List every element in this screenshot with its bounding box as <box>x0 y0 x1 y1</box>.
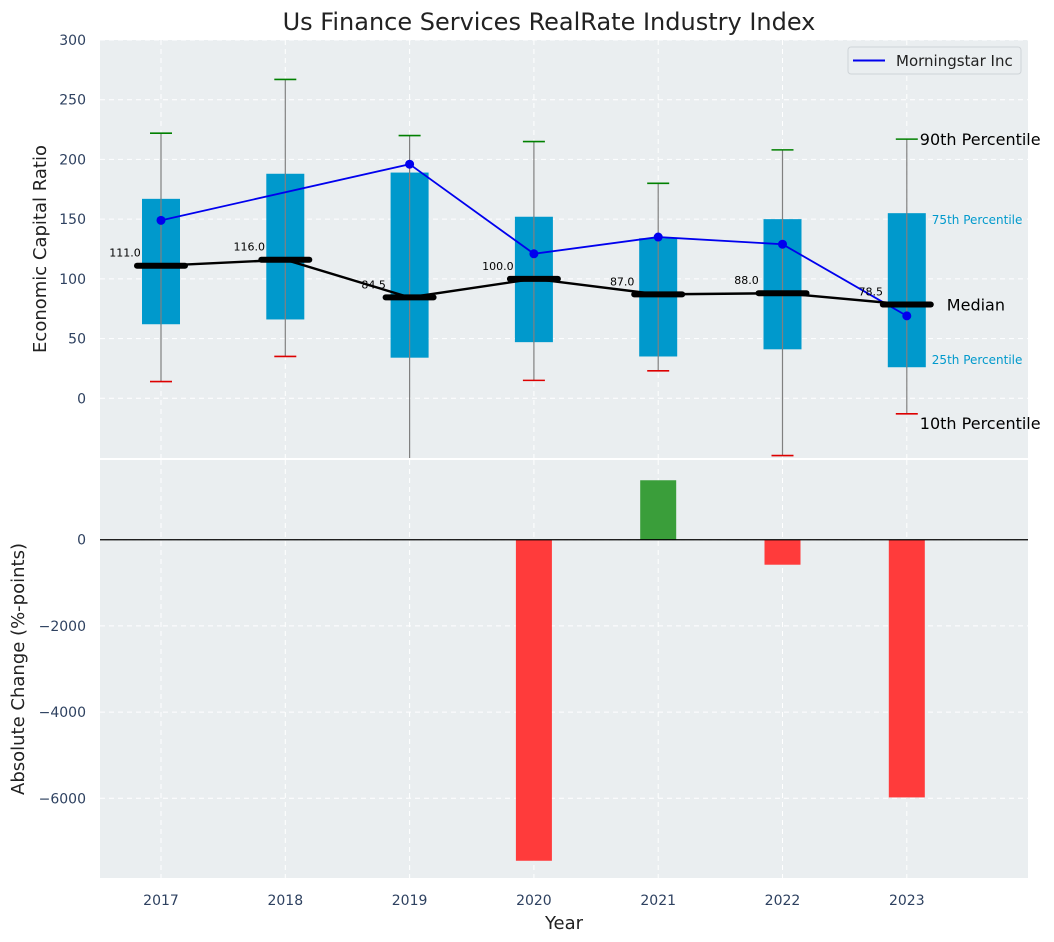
bottom-panel-background <box>100 460 1028 878</box>
y-tick-label: 0 <box>77 533 86 549</box>
change-bar <box>764 539 801 565</box>
y-tick-label: 100 <box>59 272 86 288</box>
morningstar-point <box>653 232 663 242</box>
y-tick-label: 0 <box>77 391 86 407</box>
bottom-y-ticks: −6000 −4000 −2000 0 <box>39 533 86 808</box>
top-y-axis-label: Economic Capital Ratio <box>30 145 51 353</box>
change-bar <box>888 539 925 798</box>
y-tick-label: 50 <box>68 332 86 348</box>
morningstar-point <box>778 239 787 249</box>
morningstar-series <box>156 159 912 321</box>
morningstar-point <box>529 249 539 259</box>
median-data-label: 84.5 <box>361 278 386 291</box>
annotation-p25: 25th Percentile <box>932 353 1023 367</box>
annotation-p75: 75th Percentile <box>932 213 1023 227</box>
annotation-p10: 10th Percentile <box>920 414 1041 433</box>
morningstar-point <box>902 311 912 321</box>
legend-box <box>847 46 1022 75</box>
morningstar-point <box>405 159 415 169</box>
y-tick-label: −2000 <box>39 619 86 635</box>
median-data-label: 111.0 <box>109 247 141 260</box>
x-tick-label: 2019 <box>392 893 428 909</box>
x-tick-label: 2017 <box>143 893 179 909</box>
annotation-median: Median <box>947 296 1005 315</box>
y-tick-label: −4000 <box>39 705 86 721</box>
percentile-annotations: 90th Percentile 75th Percentile Median 25th… <box>920 130 1041 433</box>
y-tick-label: 200 <box>59 152 86 168</box>
bottom-y-axis-label: Absolute Change (%-points) <box>8 543 29 795</box>
change-bar <box>640 480 677 540</box>
morningstar-point <box>156 215 166 225</box>
x-tick-label: 2020 <box>516 893 552 909</box>
x-tick-label: 2018 <box>267 893 303 909</box>
x-tick-label: 2023 <box>889 893 925 909</box>
y-tick-label: −6000 <box>39 791 86 807</box>
box-plot-group <box>142 78 926 458</box>
median-data-label: 88.0 <box>734 274 759 287</box>
y-tick-label: 300 <box>59 33 86 49</box>
legend-label-morningstar: Morningstar Inc <box>896 52 1013 70</box>
chart-title: Us Finance Services RealRate Industry In… <box>283 8 816 36</box>
y-tick-label: 250 <box>59 93 86 109</box>
change-bars <box>515 480 925 861</box>
median-data-label: 78.5 <box>859 286 884 299</box>
x-tick-label: 2022 <box>765 893 801 909</box>
median-data-label: 87.0 <box>610 275 635 288</box>
change-bar <box>515 539 552 861</box>
top-y-ticks: 0 50 100 150 200 250 300 <box>59 33 86 407</box>
x-axis-label: Year <box>544 913 584 934</box>
annotation-p90: 90th Percentile <box>920 130 1041 149</box>
legend: Morningstar Inc <box>847 46 1022 75</box>
median-data-label: 116.0 <box>234 241 266 254</box>
x-tick-label: 2021 <box>640 893 676 909</box>
median-data-label: 100.0 <box>482 260 514 273</box>
y-tick-label: 150 <box>59 212 86 228</box>
x-ticks: 2017 2018 2019 2020 2021 2022 2023 <box>143 893 924 909</box>
morningstar-line <box>160 163 908 317</box>
median-series: 111.0 116.0 84.5 100.0 87.0 88.0 78.5 <box>109 241 934 308</box>
